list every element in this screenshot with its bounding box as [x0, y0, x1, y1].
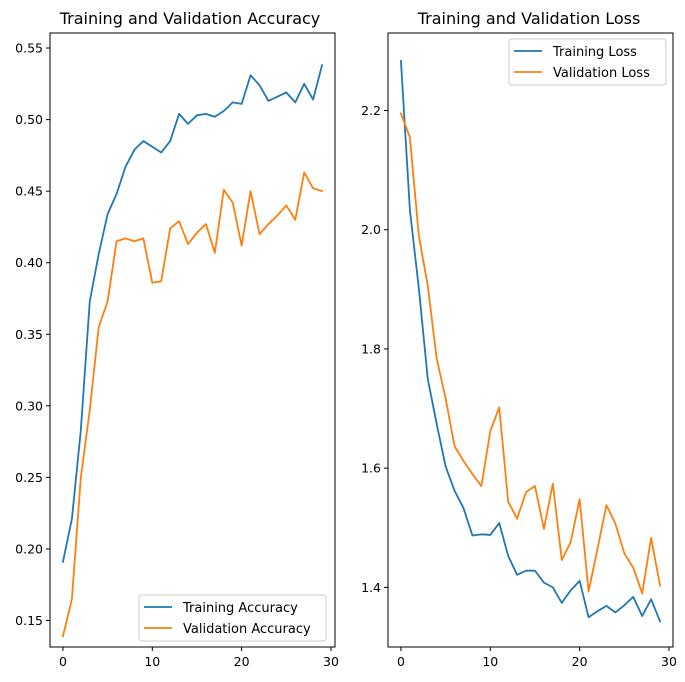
accuracy-xtick-label: 0 — [59, 654, 67, 669]
series-line-training-accuracy — [61, 64, 324, 563]
loss-ytick-label: 1.6 — [361, 461, 381, 476]
loss-xtick-label: 20 — [572, 654, 588, 669]
loss-ticks: 0 10 20 30 1.4 1.6 1.8 2.0 2.2 — [361, 103, 677, 669]
loss-chart-title: Training and Validation Loss — [417, 9, 641, 28]
accuracy-axes-frame — [49, 32, 336, 648]
loss-ytick-label: 2.0 — [361, 222, 381, 237]
series-line-validation-accuracy — [61, 171, 324, 638]
loss-xtick-label: 0 — [397, 654, 405, 669]
loss-legend-box — [508, 38, 667, 86]
accuracy-ytick-label: 0.50 — [15, 112, 43, 127]
loss-series — [399, 60, 662, 623]
accuracy-ytick-label: 0.20 — [15, 541, 43, 556]
accuracy-ytick-label: 0.15 — [15, 613, 43, 628]
accuracy-ticks: 0 10 20 30 0.15 0.20 0.25 0.30 0.35 0.40 0.45 0.50 0… — [15, 41, 339, 669]
loss-ytick-label: 2.2 — [361, 103, 381, 118]
series-line-training-loss — [399, 60, 662, 623]
accuracy-xtick-label: 20 — [234, 654, 250, 669]
loss-ytick-label: 1.4 — [361, 580, 381, 595]
accuracy-legend-box — [138, 594, 327, 642]
legend-label-training-loss: Training Loss — [552, 45, 637, 60]
accuracy-ytick-label: 0.25 — [15, 470, 43, 485]
loss-chart: Training and Validation Loss 0 10 20 30 1.4 1… — [361, 9, 677, 669]
series-line-validation-loss — [399, 112, 662, 595]
accuracy-series — [61, 64, 324, 638]
accuracy-xtick-label: 30 — [323, 654, 339, 669]
accuracy-chart-title: Training and Validation Accuracy — [59, 9, 321, 28]
loss-axes-frame — [387, 32, 674, 648]
accuracy-ytick-label: 0.40 — [15, 255, 43, 270]
legend-label-validation-loss: Validation Loss — [553, 66, 650, 81]
legend-label-training-accuracy: Training Accuracy — [182, 601, 298, 616]
accuracy-ytick-label: 0.30 — [15, 398, 43, 413]
accuracy-ytick-label: 0.45 — [15, 184, 43, 199]
accuracy-xtick-label: 10 — [144, 654, 160, 669]
loss-legend: Training Loss Validation Loss — [508, 38, 667, 86]
loss-xtick-label: 30 — [661, 654, 677, 669]
accuracy-ytick-label: 0.35 — [15, 327, 43, 342]
accuracy-legend: Training Accuracy Validation Accuracy — [138, 594, 327, 642]
loss-xtick-label: 10 — [482, 654, 498, 669]
legend-label-validation-accuracy: Validation Accuracy — [183, 622, 311, 637]
loss-ytick-label: 1.8 — [361, 341, 381, 356]
accuracy-chart: Training and Validation Accuracy 0 10 20 30… — [15, 9, 339, 669]
accuracy-ytick-label: 0.55 — [15, 41, 43, 56]
